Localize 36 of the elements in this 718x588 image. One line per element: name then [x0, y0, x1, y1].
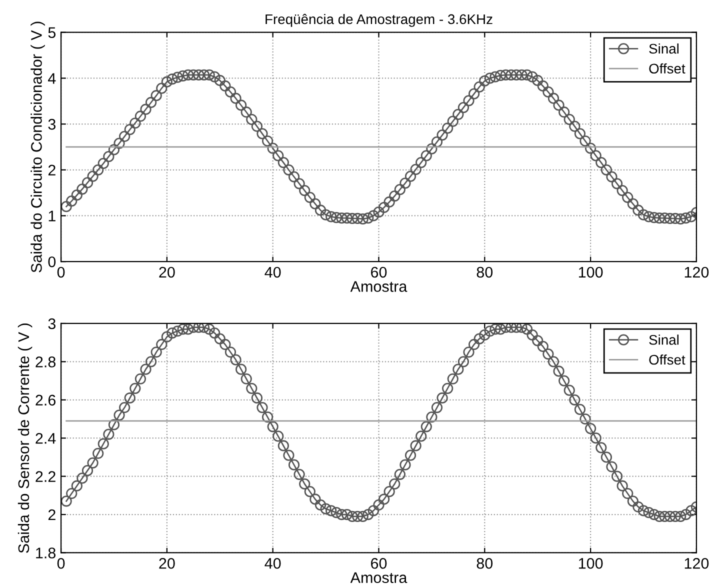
y-tick-label: 2: [48, 509, 56, 520]
y-axis-title: Saida do Circuito Condicionador ( V ): [30, 22, 45, 272]
legend-label: Offset: [649, 354, 686, 365]
x-tick-label: 100: [578, 558, 603, 569]
x-tick-label: 40: [264, 558, 281, 569]
x-tick-label: 120: [684, 558, 709, 569]
y-tick-label: 0: [48, 256, 56, 268]
x-tick-label: 0: [57, 266, 65, 278]
x-axis-title: Amostra: [350, 572, 408, 584]
y-tick-label: 1: [48, 210, 56, 222]
x-tick-label: 80: [476, 558, 493, 569]
legend-label: Offset: [649, 63, 686, 74]
y-tick-label: 5: [48, 27, 56, 38]
y-tick-label: 3: [48, 118, 56, 130]
y-tick-label: 1.8: [36, 548, 56, 558]
chart-title: Freqüência de Amostragem - 3.6KHz: [266, 14, 492, 27]
x-tick-label: 60: [371, 266, 387, 278]
y-axis-title: Saida do Sensor de Corrente ( V ): [18, 324, 32, 553]
x-axis-title: Amostra: [350, 281, 408, 292]
y-tick-label: 2: [48, 164, 56, 176]
x-tick-label: 20: [159, 558, 175, 569]
y-tick-label: 4: [48, 73, 56, 84]
x-tick-label: 40: [264, 266, 281, 278]
y-tick-label: 2.4: [36, 432, 56, 444]
x-tick-label: 20: [159, 266, 175, 278]
y-tick-label: 2.6: [36, 394, 56, 406]
legend-label: Sinal: [649, 334, 678, 345]
y-tick-label: 3: [48, 318, 56, 330]
x-tick-label: 100: [578, 266, 603, 278]
y-tick-label: 2.2: [36, 471, 56, 482]
legend-label: Sinal: [649, 43, 678, 54]
x-tick-label: 80: [476, 266, 493, 278]
y-tick-label: 2.8: [36, 356, 56, 368]
x-tick-label: 60: [371, 558, 387, 569]
x-tick-label: 0: [57, 558, 65, 569]
x-tick-label: 120: [684, 266, 709, 278]
